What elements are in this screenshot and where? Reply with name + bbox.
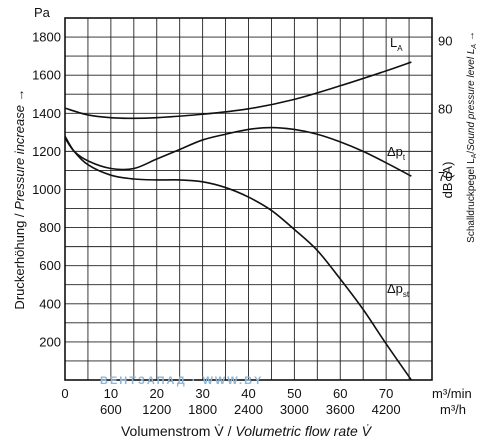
x-tick-label: 50 bbox=[287, 386, 301, 401]
x-secondary-tick-label: 3600 bbox=[326, 402, 355, 417]
y-right-unit: dB (A) bbox=[440, 162, 455, 199]
x-secondary-tick-label: 3000 bbox=[280, 402, 309, 417]
y-left-tick-label: 1800 bbox=[32, 30, 61, 45]
watermark: ВЕНТЗАПАД · WWW.BY bbox=[100, 375, 263, 387]
y-left-tick-label: 800 bbox=[39, 220, 61, 235]
y-right-tick-label: 80 bbox=[438, 101, 452, 116]
y-left-tick-label: 1200 bbox=[32, 144, 61, 159]
y-right-axis-title: Schalldruckpegel LA/Sound pressure level… bbox=[466, 31, 478, 243]
x-secondary-tick-label: 1200 bbox=[142, 402, 171, 417]
x-tick-label: 0 bbox=[61, 386, 68, 401]
x-tick-label: 70 bbox=[379, 386, 393, 401]
x-unit-primary: m³/min bbox=[432, 386, 472, 401]
y-left-tick-label: 1600 bbox=[32, 68, 61, 83]
x-secondary-tick-label: 1800 bbox=[188, 402, 217, 417]
x-secondary-tick-label: 2400 bbox=[234, 402, 263, 417]
series-labels: LA Δpt Δpst bbox=[387, 35, 410, 299]
x-secondary-tick-label: 4200 bbox=[372, 402, 401, 417]
y-left-tick-label: 1000 bbox=[32, 182, 61, 197]
y-left-unit: Pa bbox=[34, 5, 51, 20]
x-tick-label: 10 bbox=[104, 386, 118, 401]
x-unit-secondary: m³/h bbox=[440, 402, 466, 417]
y-left-tick-label: 1400 bbox=[32, 106, 61, 121]
curves bbox=[64, 61, 413, 381]
y-right-tick-label: 70 bbox=[438, 169, 452, 184]
curve-dpst bbox=[64, 135, 413, 381]
label-la: LA bbox=[390, 35, 403, 53]
curve-la bbox=[64, 61, 412, 120]
grid bbox=[65, 18, 432, 380]
y-left-tick-label: 200 bbox=[39, 334, 61, 349]
label-dpt: Δpt bbox=[387, 144, 406, 162]
y-right-tick-label: 90 bbox=[438, 34, 452, 49]
x-secondary-tick-label: 600 bbox=[100, 402, 122, 417]
x-tick-label: 20 bbox=[150, 386, 164, 401]
curve-dpt bbox=[64, 126, 412, 177]
x-tick-label: 60 bbox=[333, 386, 347, 401]
plot-frame bbox=[64, 17, 433, 381]
x-tick-label: 30 bbox=[195, 386, 209, 401]
x-axis-title: Volumenstrom V̇ / Volumetric flow rate V… bbox=[121, 423, 373, 439]
axes: 20040060080010001200140016001800Pa708090… bbox=[12, 5, 478, 439]
label-dpst: Δpst bbox=[387, 281, 410, 299]
y-left-axis-title: Druckerhöhung / Pressure increase → bbox=[12, 88, 27, 309]
x-tick-label: 40 bbox=[241, 386, 255, 401]
y-left-tick-label: 600 bbox=[39, 258, 61, 273]
y-left-tick-label: 400 bbox=[39, 296, 61, 311]
